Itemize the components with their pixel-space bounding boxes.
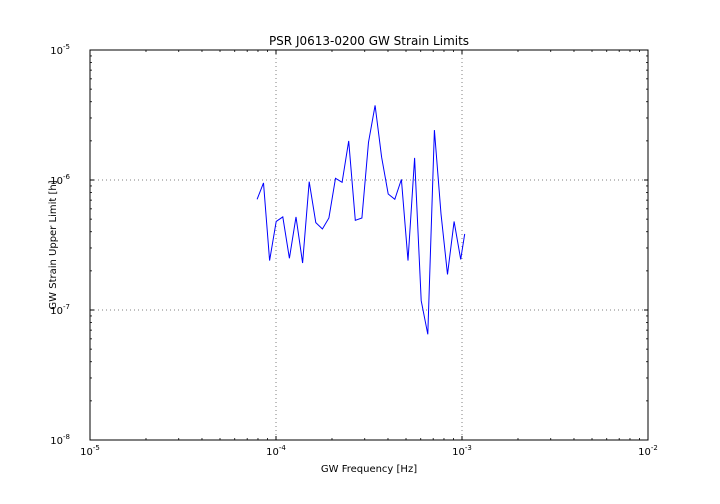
x-axis-label: GW Frequency [Hz] xyxy=(321,464,417,475)
x-tick-label: 10-2 xyxy=(638,444,658,458)
y-tick-label: 10-8 xyxy=(50,433,70,447)
y-tick-label: 10-5 xyxy=(50,43,70,57)
y-tick-label: 10-7 xyxy=(50,303,70,317)
y-axis-label: GW Strain Upper Limit [h] xyxy=(48,180,59,309)
plot-line xyxy=(256,105,466,335)
y-tick-label: 10-6 xyxy=(50,173,70,187)
x-tick-label: 10-4 xyxy=(266,444,286,458)
grid xyxy=(90,50,648,440)
plot-frame xyxy=(89,49,649,441)
x-tick-label: 10-3 xyxy=(452,444,472,458)
x-tick-label: 10-5 xyxy=(80,444,100,458)
series-line xyxy=(256,105,466,335)
chart-title: PSR J0613-0200 GW Strain Limits xyxy=(269,34,469,48)
ticks: 10-5 10-4 10-3 10-2 10-8 10-7 10-6 10-5 xyxy=(50,43,658,458)
